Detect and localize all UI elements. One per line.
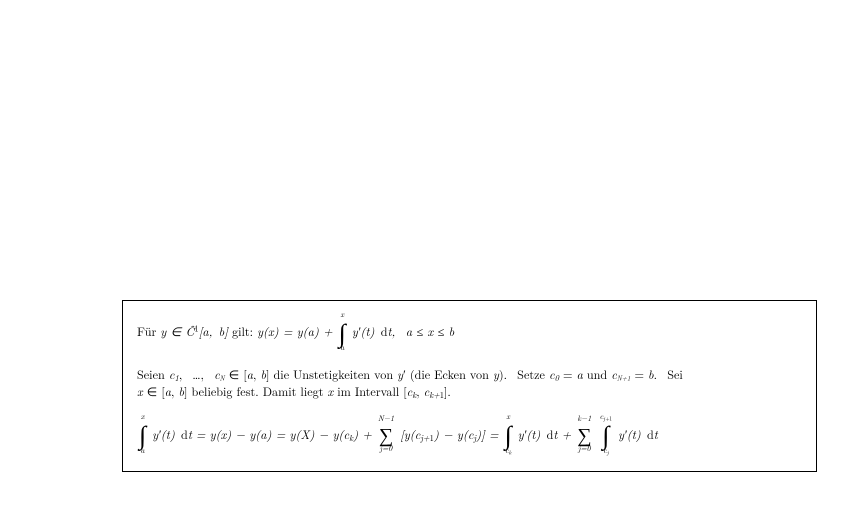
l3-b: beliebig fest. Damit liegt — [187, 382, 327, 400]
eq2-int1-body: y′(t) dt — [152, 426, 192, 442]
l3-c: im Intervall — [333, 382, 403, 400]
eq2-sum2-lower: j=0 — [577, 445, 591, 453]
eq2-int3: cj+1 ∫ cj — [600, 413, 613, 454]
integral-icon: ∫ — [505, 421, 512, 446]
eq2-int2-body: y′(t) dt + — [518, 426, 571, 442]
equation-2: x ∫ a y′(t) dt = y(x) − y(a) = y(X) − y(… — [137, 413, 802, 454]
line-1: Für y ∈ Ĉ1[a, b] gilt: y(x) = y(a) + x ∫… — [137, 311, 802, 352]
integral-icon: ∫ — [339, 319, 346, 344]
eq2-chain: = y(x) − y(a) = y(X) − y(ck) + — [196, 426, 372, 442]
eq2-int3-body: y′(t) dt — [618, 426, 658, 442]
line-2: Seien c1, …, cN ∈ [a, b] die Unstetigkei… — [137, 366, 802, 399]
integral-icon: ∫ — [600, 421, 613, 446]
text-gilt: gilt: — [232, 323, 253, 339]
l2-b: die Unstetigkeiten von — [269, 365, 397, 383]
eq2-int2: x ∫ ck — [505, 413, 512, 454]
eq2-sum2: k−1 ∑ j=0 — [577, 415, 591, 453]
l2-d: ). Setze — [499, 365, 549, 383]
eq2-bracket: [y(cj+1) − y(cj)] = — [400, 426, 498, 442]
l2-a: Seien — [137, 365, 169, 383]
sum-icon: ∑ — [577, 423, 591, 445]
eq2-int1: x ∫ a — [139, 413, 146, 454]
integral-icon: ∫ — [139, 421, 146, 446]
eq1-lhs: y(x) = y(a) + — [257, 323, 333, 339]
eq1-integral: x ∫ a — [339, 311, 346, 352]
eq1-integrand: y′(t) dt, a ≤ x ≤ b — [352, 323, 454, 339]
l2-f: . Sei — [654, 365, 683, 383]
sum-icon: ∑ — [378, 423, 394, 445]
eq2-sum1-lower: j=0 — [378, 445, 394, 453]
l2-c: (die Ecken von — [410, 365, 493, 383]
text-fuer: Für — [137, 323, 156, 339]
boxed-statement: Für y ∈ Ĉ1[a, b] gilt: y(x) = y(a) + x ∫… — [122, 300, 817, 472]
eq2-sum1: N−1 ∑ j=0 — [378, 415, 394, 453]
page: Für y ∈ Ĉ1[a, b] gilt: y(x) = y(a) + x ∫… — [0, 0, 845, 528]
eq2-int2-lower: ck — [505, 447, 512, 455]
y-in-C1ab: y ∈ Ĉ1[a, b] — [160, 323, 228, 339]
l3-d: . — [447, 382, 450, 400]
l2-e: und — [583, 365, 611, 383]
